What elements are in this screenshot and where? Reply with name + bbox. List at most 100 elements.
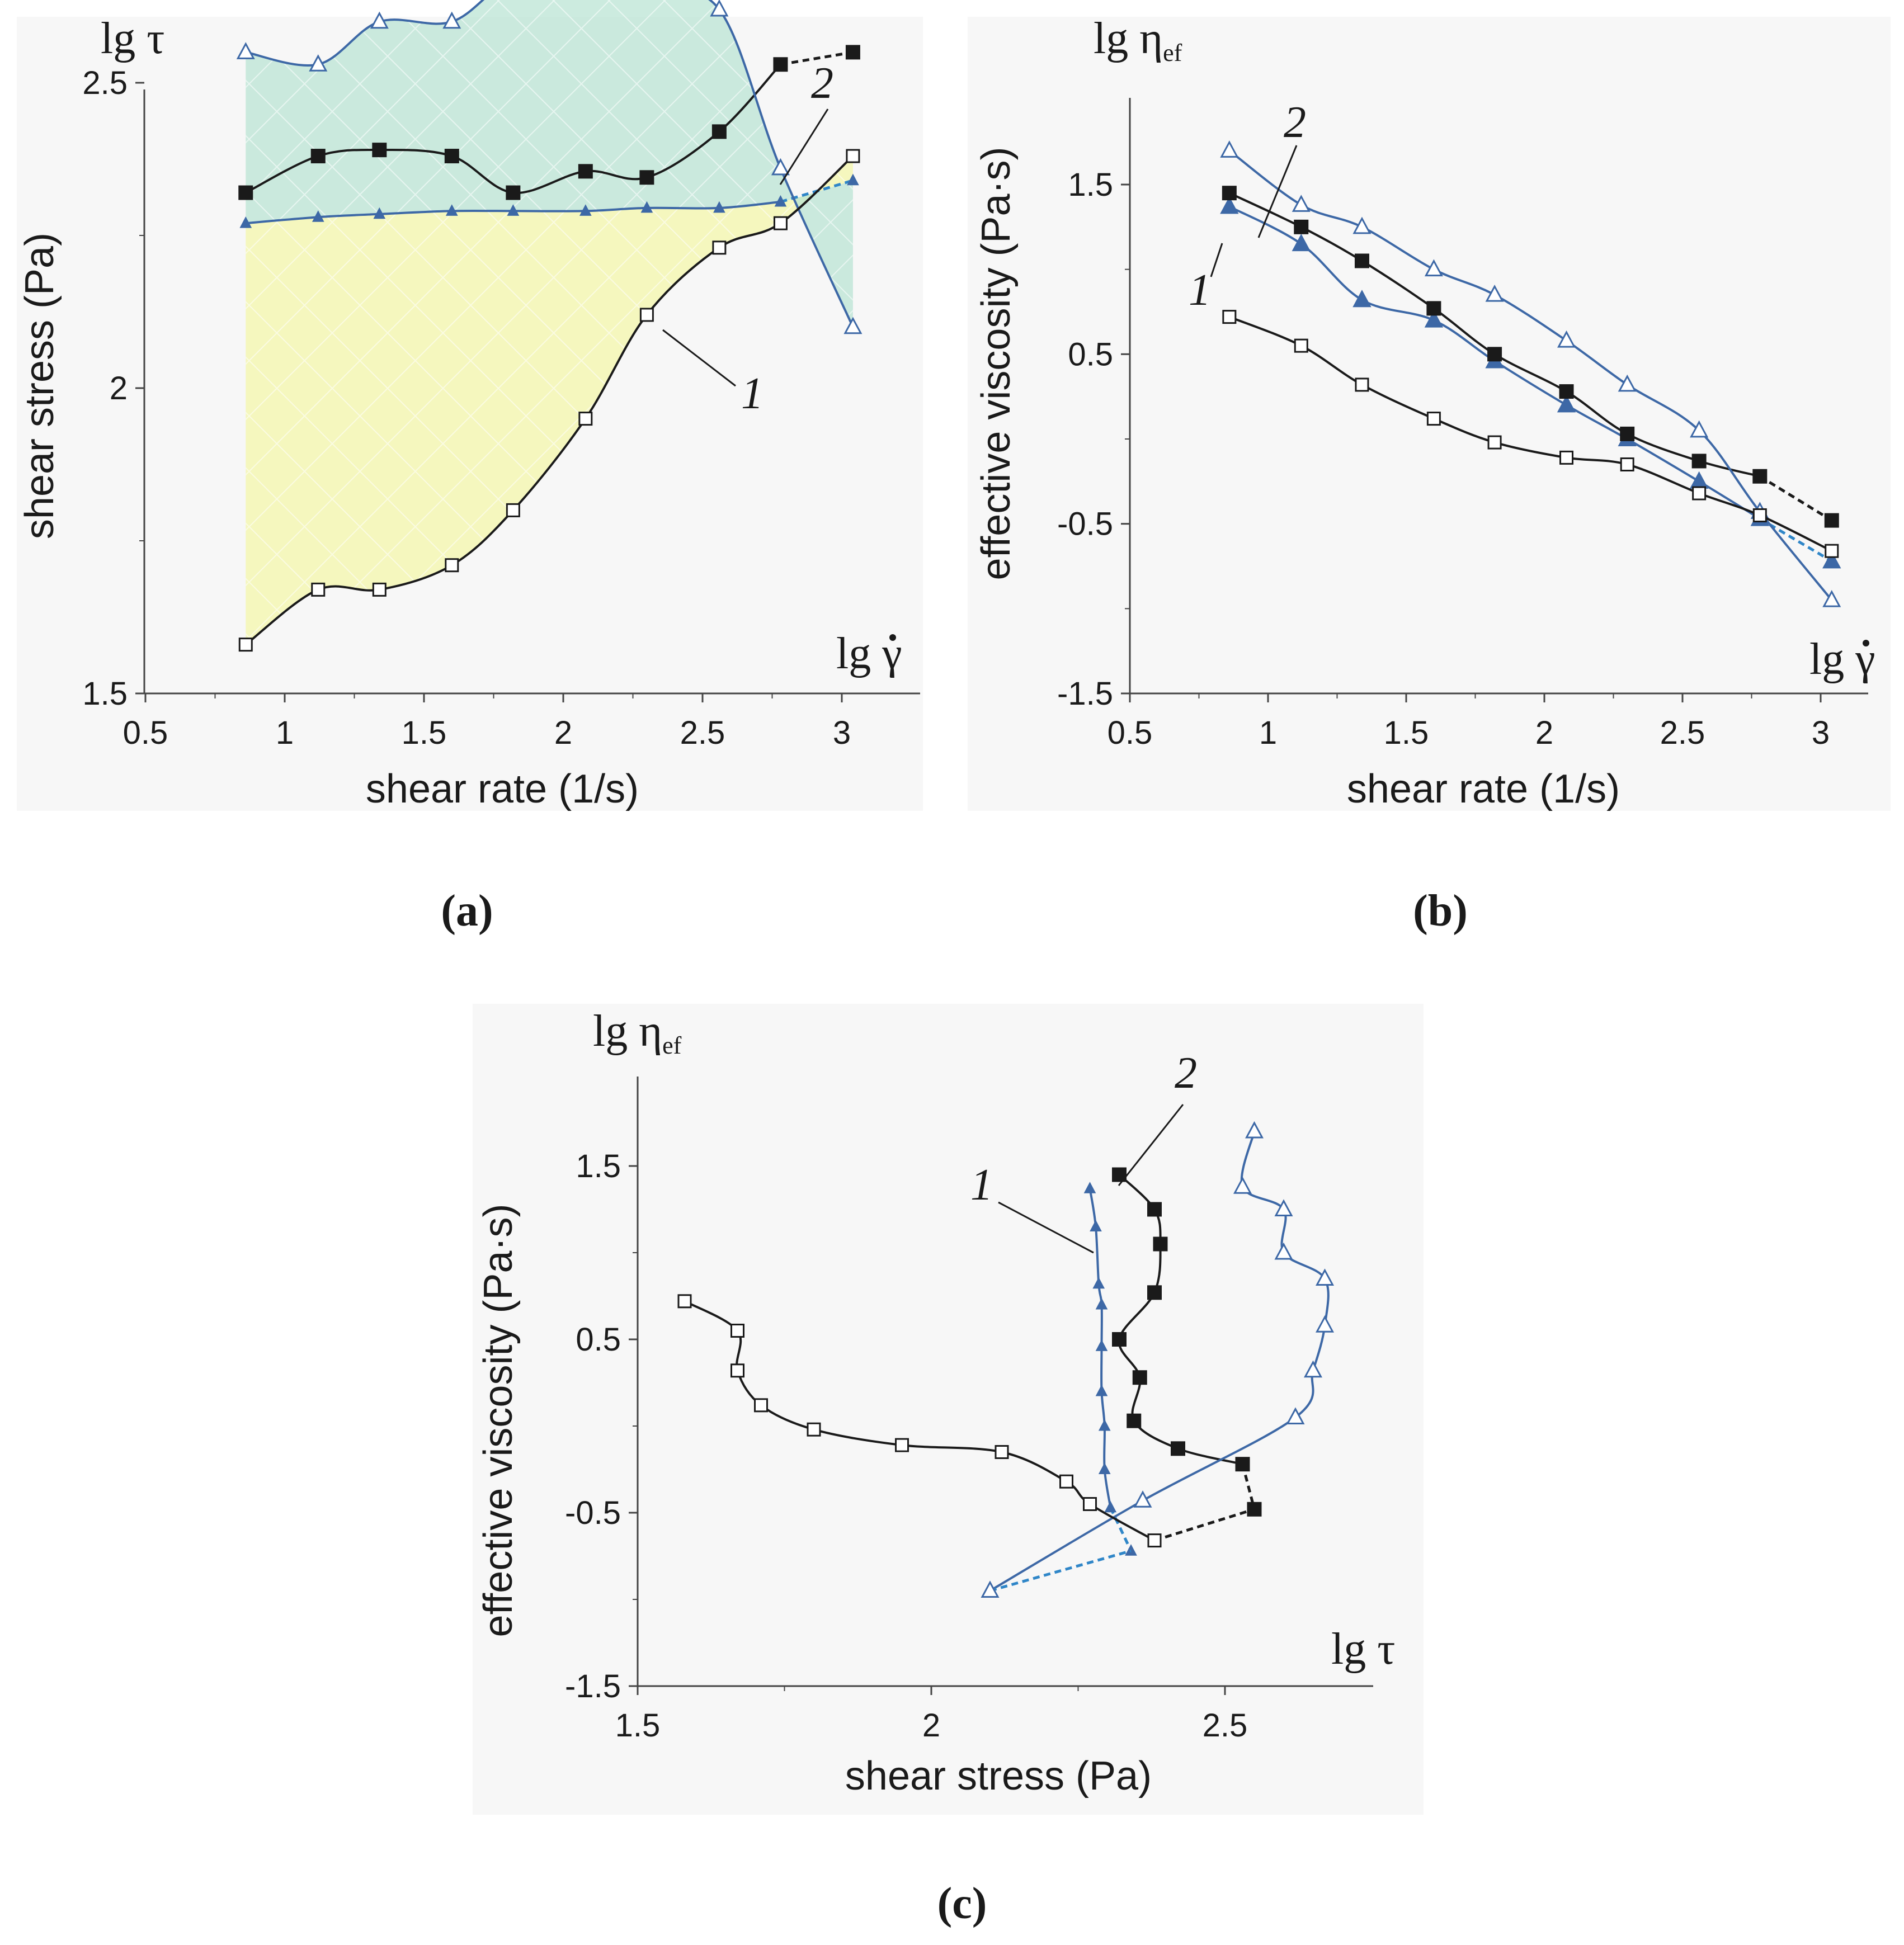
data-point	[444, 149, 459, 164]
data-point	[847, 173, 859, 186]
x-tick-label: 3	[1812, 715, 1830, 751]
data-point	[1098, 1419, 1111, 1431]
series-open-square	[677, 1294, 1255, 1548]
data-point	[1559, 450, 1574, 465]
series-dashed-segment	[1109, 1507, 1133, 1552]
callout-line-2-b	[1257, 145, 1298, 238]
data-point	[1424, 310, 1444, 328]
series-line	[245, 0, 854, 328]
data-point	[579, 204, 592, 216]
series-2-callout-b: 2	[1257, 98, 1306, 238]
series-dashed-connector	[1154, 1508, 1255, 1542]
data-point	[1303, 1360, 1323, 1378]
data-point	[1294, 338, 1308, 353]
series-2-callout-c: 2	[1118, 1049, 1197, 1186]
x-tick-label: 2	[554, 715, 572, 751]
data-point	[1104, 1500, 1117, 1513]
data-point	[1825, 544, 1839, 558]
y-axis-symbol-b: lg ηef	[1094, 14, 1182, 67]
series-2-label: 2	[1284, 98, 1306, 147]
data-point	[843, 317, 863, 334]
data-point	[1286, 1407, 1305, 1424]
data-point	[1315, 1315, 1335, 1333]
data-point	[1824, 513, 1839, 528]
series-open-triangle	[236, 0, 863, 334]
y-axis-symbol-a: lg τ	[101, 14, 164, 63]
y-axis-label: effective viscosity (Pa·s)	[974, 147, 1019, 580]
data-point	[370, 11, 389, 29]
data-point	[1222, 186, 1237, 201]
x-tick-label: 1.5	[1384, 715, 1429, 751]
data-point	[310, 149, 326, 164]
y-tick-label: 1.5	[1068, 167, 1113, 203]
x-axis-label: shear rate (1/s)	[366, 767, 639, 811]
caption-b: (b)	[1413, 886, 1468, 936]
callout-line-1-c	[998, 1201, 1094, 1254]
y-axis-symbol: lg ηef	[593, 1007, 682, 1059]
data-point	[1691, 454, 1707, 469]
data-point	[1274, 1242, 1293, 1260]
data-point	[1171, 1441, 1185, 1456]
data-point	[1092, 1277, 1105, 1289]
series-dashed-segment	[1759, 475, 1833, 522]
series-1-callout-a: 1	[662, 329, 764, 418]
data-point	[1620, 426, 1635, 441]
data-point	[1132, 1370, 1147, 1385]
y-axis-label: shear stress (Pa)	[17, 233, 62, 539]
series-2-callout-a: 2	[779, 59, 833, 185]
series-1-callout-b: 1	[1189, 243, 1223, 315]
chart-b: 0.5 1 1.5 2 2.5 3 -1.5 -0.5 0.5 1.5 2 1 lg ηef ef…	[968, 14, 1891, 936]
data-point	[895, 1438, 909, 1452]
data-point	[711, 124, 727, 139]
data-point	[1618, 374, 1637, 392]
x-tick-label: 1.5	[402, 715, 447, 751]
data-point	[1233, 1177, 1252, 1194]
y-axis-symbol-c: lg ηef	[593, 1007, 682, 1059]
data-point	[1292, 195, 1311, 212]
data-point	[1133, 1490, 1152, 1508]
data-point	[713, 201, 725, 213]
y-axis-symbol: lg τ	[101, 14, 164, 63]
series-2-label: 2	[811, 59, 833, 108]
data-point	[578, 412, 593, 426]
data-point	[639, 170, 654, 185]
series-line	[684, 1300, 1155, 1542]
caption-b-letter: b	[1428, 886, 1453, 936]
data-point	[1354, 253, 1369, 268]
data-point	[1485, 285, 1504, 302]
data-point	[1620, 457, 1634, 471]
caption-a-letter: a	[456, 886, 478, 936]
x-axis-symbol-a: lg γ	[836, 629, 902, 678]
series-1-label: 1	[1189, 266, 1211, 315]
data-point	[1220, 196, 1239, 214]
series-2	[1112, 1167, 1262, 1517]
chart-c: 1.5 2 2.5 -1.5 -0.5 0.5 1.5 2 1 lg ηef effecti…	[473, 1004, 1424, 1928]
data-point	[1090, 1220, 1102, 1231]
data-point	[372, 582, 387, 597]
data-point	[1692, 486, 1707, 501]
data-point	[312, 210, 324, 222]
data-point	[1127, 1413, 1142, 1428]
data-point	[1222, 310, 1237, 324]
data-point	[445, 204, 458, 216]
data-point	[445, 558, 459, 573]
region-lattice-overlay	[246, 0, 853, 645]
series-group-c	[677, 1121, 1335, 1598]
series-2	[1222, 186, 1839, 528]
data-point	[442, 11, 461, 29]
data-point	[1059, 1474, 1073, 1489]
data-point	[1352, 216, 1372, 234]
data-point	[1557, 395, 1576, 413]
data-point	[311, 582, 326, 597]
series-1	[1083, 1182, 1137, 1556]
series-open-triangle	[981, 1121, 1335, 1598]
x-tick-label: 1.5	[615, 1707, 661, 1744]
data-point	[1557, 330, 1576, 348]
data-point	[238, 185, 253, 200]
data-point	[1352, 290, 1372, 308]
series-open-square	[238, 149, 860, 652]
series-1-label: 1	[970, 1160, 993, 1210]
callout-line-1-b	[1210, 243, 1223, 277]
data-point	[1083, 1182, 1096, 1193]
data-point	[506, 503, 520, 517]
